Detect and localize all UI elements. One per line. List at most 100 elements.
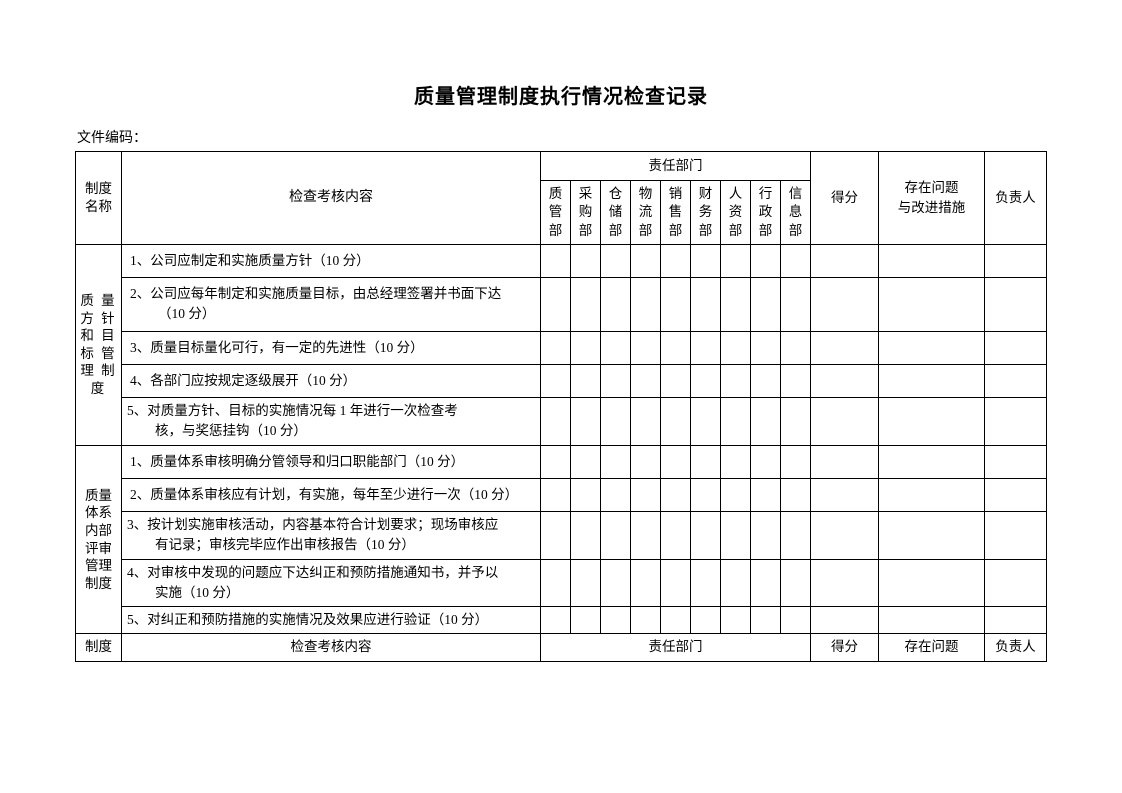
s2-item1: 1、质量体系审核明确分管领导和归口职能部门（10 分） (122, 445, 541, 478)
s1-item1: 1、公司应制定和实施质量方针（10 分） (122, 244, 541, 277)
dept-2: 采购部 (570, 181, 600, 245)
cell (600, 331, 630, 364)
cell (690, 244, 720, 277)
cell (570, 478, 600, 511)
footer-content: 检查考核内容 (122, 634, 541, 661)
cell-issue (879, 559, 985, 607)
cell (570, 398, 600, 446)
cell-issue (879, 331, 985, 364)
cell (780, 512, 810, 560)
cell-resp (985, 331, 1047, 364)
cell (690, 478, 720, 511)
cell (720, 278, 750, 332)
header-check-content: 检查考核内容 (122, 152, 541, 245)
header-responsible: 负责人 (985, 152, 1047, 245)
cell (660, 607, 690, 634)
cell (780, 278, 810, 332)
cell (630, 278, 660, 332)
footer-responsible: 负责人 (985, 634, 1047, 661)
cell (540, 364, 570, 397)
cell (780, 398, 810, 446)
cell (630, 559, 660, 607)
cell (780, 478, 810, 511)
s1-item3: 3、质量目标量化可行，有一定的先进性（10 分） (122, 331, 541, 364)
s2-item5: 5、对纠正和预防措施的实施情况及效果应进行验证（10 分） (122, 607, 541, 634)
cell (630, 331, 660, 364)
cell (750, 398, 780, 446)
cell (720, 478, 750, 511)
cell (750, 607, 780, 634)
cell-issue (879, 278, 985, 332)
cell (720, 445, 750, 478)
cell-issue (879, 398, 985, 446)
cell-score (811, 607, 879, 634)
cell (720, 559, 750, 607)
dept-1: 质管部 (540, 181, 570, 245)
cell (690, 445, 720, 478)
cell (720, 331, 750, 364)
cell (630, 607, 660, 634)
cell-issue (879, 478, 985, 511)
cell (750, 364, 780, 397)
cell (660, 512, 690, 560)
cell (600, 478, 630, 511)
cell (540, 607, 570, 634)
header-dept: 责任部门 (540, 152, 810, 181)
cell (630, 445, 660, 478)
cell-resp (985, 478, 1047, 511)
cell (630, 398, 660, 446)
cell (570, 512, 600, 560)
header-issues: 存在问题与改进措施 (879, 152, 985, 245)
cell (600, 559, 630, 607)
cell-issue (879, 512, 985, 560)
cell (570, 278, 600, 332)
cell (540, 398, 570, 446)
cell (600, 398, 630, 446)
cell (660, 364, 690, 397)
footer-issues: 存在问题 (879, 634, 985, 661)
cell (660, 398, 690, 446)
cell-score (811, 278, 879, 332)
cell (600, 364, 630, 397)
cell-issue (879, 607, 985, 634)
cell (720, 244, 750, 277)
cell-resp (985, 559, 1047, 607)
cell (570, 331, 600, 364)
cell (630, 364, 660, 397)
cell-resp (985, 607, 1047, 634)
cell (660, 445, 690, 478)
cell (600, 244, 630, 277)
cell (600, 278, 630, 332)
footer-score: 得分 (811, 634, 879, 661)
dept-5: 销售部 (660, 181, 690, 245)
dept-4: 物流部 (630, 181, 660, 245)
cell-issue (879, 364, 985, 397)
s2-item4: 4、对审核中发现的问题应下达纠正和预防措施通知书，并予以实施（10 分） (122, 559, 541, 607)
cell (780, 364, 810, 397)
cell (750, 512, 780, 560)
cell-resp (985, 445, 1047, 478)
cell (690, 278, 720, 332)
cell (690, 512, 720, 560)
cell (720, 364, 750, 397)
cell (780, 331, 810, 364)
cell (540, 244, 570, 277)
cell-resp (985, 398, 1047, 446)
inspection-table: 制度名称 检查考核内容 责任部门 得分 存在问题与改进措施 负责人 质管部 采购… (75, 151, 1047, 662)
cell (630, 478, 660, 511)
s1-item5: 5、对质量方针、目标的实施情况每 1 年进行一次检查考核，与奖惩挂钩（10 分） (122, 398, 541, 446)
cell-score (811, 512, 879, 560)
header-system-name: 制度名称 (76, 152, 122, 245)
cell (780, 445, 810, 478)
s1-item2: 2、公司应每年制定和实施质量目标，由总经理签署并书面下达（10 分） (122, 278, 541, 332)
cell (660, 278, 690, 332)
cell (570, 244, 600, 277)
cell (750, 331, 780, 364)
cell (540, 559, 570, 607)
cell-resp (985, 278, 1047, 332)
cell (660, 244, 690, 277)
cell (690, 607, 720, 634)
page-title: 质量管理制度执行情况检查记录 (75, 80, 1047, 109)
dept-3: 仓储部 (600, 181, 630, 245)
cell (600, 512, 630, 560)
